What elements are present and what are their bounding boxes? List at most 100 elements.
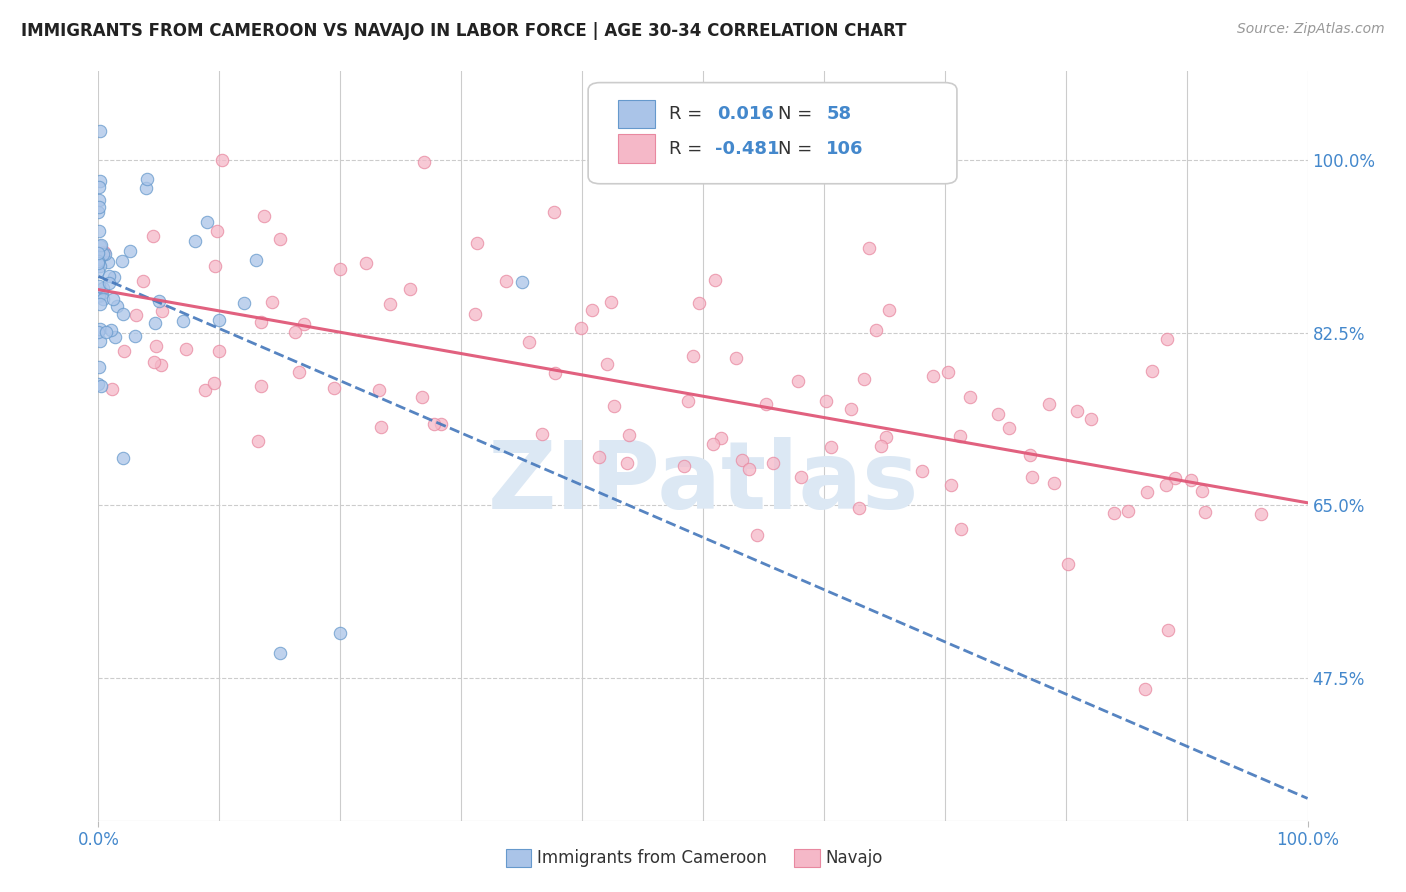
Point (87, 246, 110, 260)
Point (292, 317, 315, 331)
Text: Source: ZipAtlas.com: Source: ZipAtlas.com (1237, 22, 1385, 37)
Point (202, 376, 225, 390)
Text: IMMIGRANTS FROM CAMEROON VS NAVAJO IN LABOR FORCE | AGE 30-34 CORRELATION CHART: IMMIGRANTS FROM CAMEROON VS NAVAJO IN LA… (21, 22, 907, 40)
Point (1164, 471, 1187, 485)
Point (738, 462, 761, 476)
Point (465, 235, 488, 250)
Point (399, 282, 422, 296)
Point (232, 295, 254, 310)
Point (89, 238, 111, 252)
Text: -0.481: -0.481 (716, 139, 779, 158)
Point (949, 522, 972, 536)
Point (596, 358, 619, 372)
Point (250, 379, 273, 393)
Point (89, 252, 111, 267)
Point (150, 304, 173, 318)
Point (269, 232, 291, 246)
Point (1136, 485, 1159, 500)
Text: N =: N = (778, 139, 818, 158)
Point (91, 280, 114, 294)
Point (754, 396, 776, 410)
Point (89, 174, 111, 188)
Point (378, 297, 401, 311)
Point (87, 288, 110, 302)
Point (841, 402, 863, 417)
Point (89, 322, 111, 336)
Point (1116, 504, 1139, 518)
Point (100, 323, 122, 337)
Point (91, 247, 114, 261)
Point (149, 358, 172, 372)
Point (87, 224, 110, 238)
Point (87, 193, 110, 207)
Point (90, 285, 112, 300)
Point (1140, 364, 1163, 378)
Point (731, 452, 754, 467)
Text: 106: 106 (827, 139, 863, 158)
FancyBboxPatch shape (619, 135, 655, 162)
Text: ZIPatlas: ZIPatlas (488, 437, 918, 530)
Point (205, 224, 228, 238)
Point (329, 262, 352, 277)
Point (495, 273, 517, 287)
Point (911, 464, 934, 478)
Text: 0.016: 0.016 (717, 105, 775, 123)
Point (269, 646, 291, 660)
Point (98, 268, 121, 283)
Point (89, 296, 111, 310)
Point (87, 200, 110, 214)
Point (111, 307, 134, 321)
Point (1104, 506, 1126, 520)
Point (790, 470, 813, 484)
Point (194, 384, 217, 398)
Point (249, 315, 271, 329)
Point (1191, 483, 1213, 498)
Point (211, 153, 233, 167)
Point (1038, 397, 1060, 411)
Point (745, 528, 768, 542)
Point (245, 253, 267, 268)
Text: Immigrants from Cameroon: Immigrants from Cameroon (537, 849, 766, 867)
Point (101, 382, 124, 396)
Point (1135, 681, 1157, 696)
Point (820, 440, 842, 454)
Point (1057, 557, 1080, 571)
Point (1018, 448, 1040, 462)
Point (148, 293, 170, 308)
Point (135, 181, 157, 195)
Point (143, 355, 166, 369)
Point (98, 277, 121, 291)
Point (368, 383, 391, 397)
Point (322, 381, 344, 395)
Point (184, 235, 207, 249)
Point (87, 253, 110, 268)
Point (702, 437, 724, 451)
Point (142, 228, 165, 243)
Point (107, 299, 129, 313)
Point (204, 260, 226, 274)
Point (688, 296, 710, 310)
Point (1080, 411, 1102, 425)
Text: N =: N = (778, 105, 818, 123)
Point (87, 326, 110, 340)
Point (103, 269, 125, 284)
Point (94, 325, 117, 339)
Point (875, 430, 897, 444)
Point (682, 349, 704, 363)
Point (569, 321, 592, 335)
Point (118, 244, 141, 259)
Point (703, 273, 725, 287)
Point (111, 451, 134, 466)
Point (89, 180, 111, 194)
Point (208, 312, 231, 326)
Point (412, 154, 434, 169)
Point (1194, 505, 1216, 519)
Point (94, 246, 117, 260)
Point (143, 316, 166, 330)
Point (1043, 475, 1066, 490)
Point (678, 394, 700, 409)
Point (101, 292, 124, 306)
Point (87, 256, 110, 270)
Point (87, 377, 110, 392)
Point (517, 335, 540, 350)
